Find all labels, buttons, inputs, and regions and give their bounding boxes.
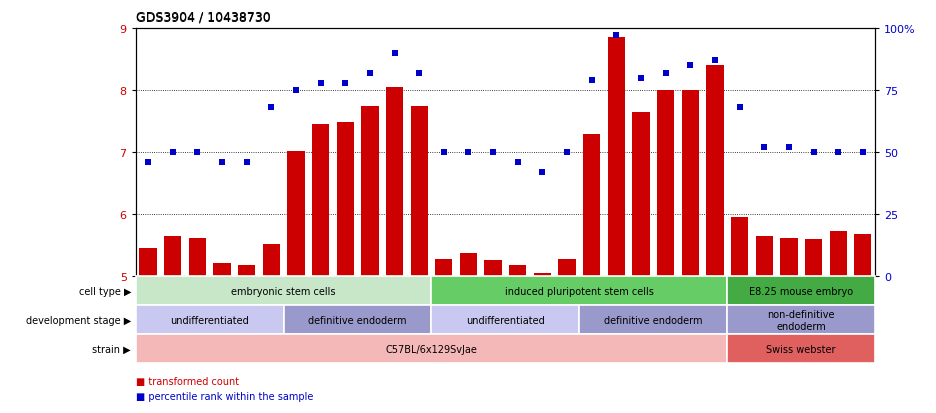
Point	[560, 150, 575, 156]
Bar	[727, 277, 875, 306]
Bar	[164, 236, 182, 277]
Bar	[460, 253, 477, 277]
Bar	[707, 66, 724, 277]
Text: C57BL/6x129SvJae: C57BL/6x129SvJae	[386, 344, 477, 354]
Bar	[337, 123, 354, 277]
Text: undifferentiated: undifferentiated	[170, 315, 249, 325]
Point	[683, 63, 698, 69]
Bar	[727, 306, 875, 335]
Bar	[284, 306, 431, 335]
Point	[856, 150, 870, 156]
Bar	[727, 335, 875, 363]
Text: GDS3904 / 10438730: GDS3904 / 10438730	[136, 12, 271, 25]
Text: ■ transformed count: ■ transformed count	[136, 376, 239, 386]
Bar	[485, 260, 502, 277]
Bar	[263, 244, 280, 277]
Text: GDS3904 / 10438730: GDS3904 / 10438730	[136, 11, 271, 24]
Bar	[559, 259, 576, 277]
Bar	[681, 91, 699, 277]
Point	[609, 33, 624, 40]
Point	[461, 150, 476, 156]
Bar	[583, 134, 600, 277]
Bar	[189, 238, 206, 277]
Point	[658, 70, 673, 77]
Bar	[312, 125, 329, 277]
Point	[166, 150, 181, 156]
Bar	[534, 274, 551, 277]
Point	[412, 70, 427, 77]
Point	[584, 78, 599, 84]
Bar	[431, 277, 727, 306]
Text: development stage ▶: development stage ▶	[26, 315, 131, 325]
Bar	[238, 266, 256, 277]
Text: cell type ▶: cell type ▶	[79, 286, 131, 296]
Point	[314, 80, 329, 87]
Point	[140, 159, 155, 166]
Text: definitive endoderm: definitive endoderm	[604, 315, 703, 325]
Point	[510, 159, 525, 166]
Bar	[431, 306, 579, 335]
Point	[388, 50, 402, 57]
Point	[782, 145, 797, 151]
Bar	[781, 238, 797, 277]
Point	[338, 80, 353, 87]
Bar	[136, 277, 431, 306]
Point	[535, 169, 550, 176]
Bar	[213, 263, 230, 277]
Bar	[755, 236, 773, 277]
Bar	[361, 106, 378, 277]
Bar	[136, 335, 727, 363]
Bar	[657, 91, 674, 277]
Point	[757, 145, 772, 151]
Bar	[731, 218, 748, 277]
Point	[190, 150, 205, 156]
Bar	[509, 265, 526, 277]
Text: E8.25 mouse embryo: E8.25 mouse embryo	[749, 286, 854, 296]
Point	[634, 75, 649, 82]
Bar	[579, 306, 727, 335]
Point	[288, 88, 303, 94]
Point	[486, 150, 501, 156]
Bar	[829, 231, 847, 277]
Bar	[633, 112, 650, 277]
Bar	[607, 38, 625, 277]
Text: strain ▶: strain ▶	[93, 344, 131, 354]
Bar	[386, 88, 403, 277]
Point	[732, 105, 747, 112]
Point	[264, 105, 279, 112]
Text: ■ percentile rank within the sample: ■ percentile rank within the sample	[136, 391, 314, 401]
Text: Swiss webster: Swiss webster	[767, 344, 836, 354]
Text: induced pluripotent stem cells: induced pluripotent stem cells	[505, 286, 654, 296]
Point	[806, 150, 821, 156]
Text: embryonic stem cells: embryonic stem cells	[231, 286, 336, 296]
Bar	[435, 259, 452, 277]
Point	[436, 150, 451, 156]
Bar	[287, 152, 304, 277]
Bar	[139, 249, 156, 277]
Bar	[136, 306, 284, 335]
Bar	[855, 235, 871, 277]
Text: definitive endoderm: definitive endoderm	[308, 315, 407, 325]
Point	[214, 159, 229, 166]
Point	[831, 150, 846, 156]
Bar	[805, 240, 822, 277]
Bar	[411, 106, 428, 277]
Point	[362, 70, 377, 77]
Point	[240, 159, 255, 166]
Point	[708, 58, 723, 64]
Text: undifferentiated: undifferentiated	[466, 315, 545, 325]
Text: non-definitive
endoderm: non-definitive endoderm	[768, 309, 835, 331]
